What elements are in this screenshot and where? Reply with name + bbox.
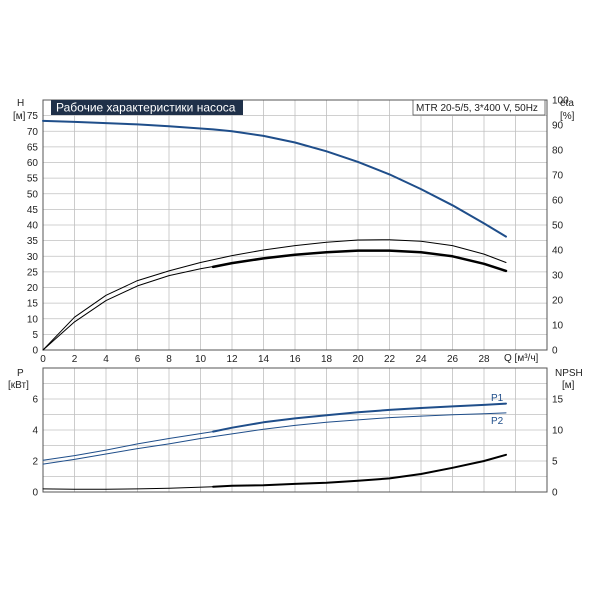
top-right-tick-label: 60 [552, 196, 564, 207]
top-left-tick-label: 15 [27, 299, 39, 310]
bottom-series-line-0 [42, 431, 214, 461]
pump-info-box [412, 99, 546, 116]
bottom-right-tick-label: 5 [552, 457, 558, 468]
top-left-tick-label: 40 [27, 221, 39, 232]
top-right-tick-label: 50 [552, 221, 564, 232]
top-panel-series [42, 119, 508, 351]
x-tick-label: 2 [72, 354, 78, 365]
top-right-tick-label: 70 [552, 171, 564, 182]
top-left-tick-label: 75 [27, 111, 39, 122]
top-left-tick-label: 30 [27, 252, 39, 263]
x-tick-label: 0 [40, 354, 46, 365]
x-tick-label: 6 [135, 354, 141, 365]
top-left-tick-label: 35 [27, 236, 39, 247]
x-tick-label: 28 [478, 354, 490, 365]
x-tick-label: 18 [321, 354, 333, 365]
bottom-left-tick-label: 2 [32, 457, 38, 468]
bottom-left-tick-label: 0 [32, 488, 38, 499]
bottom-right-tick-label: 10 [552, 426, 564, 437]
bottom-panel-ticks: 0 2 4 6 0 5 10 15 [32, 395, 563, 499]
top-right-tick-label: 90 [552, 121, 564, 132]
top-series-line-3 [211, 249, 508, 273]
top-left-axis-label: H [17, 98, 24, 109]
top-left-tick-label: 45 [27, 205, 39, 216]
top-left-axis-unit: [м] [13, 111, 26, 122]
x-tick-label: 24 [415, 354, 427, 365]
top-left-tick-label: 25 [27, 267, 39, 278]
x-tick-label: 12 [226, 354, 238, 365]
bottom-series-line-3 [42, 486, 214, 490]
bottom-right-tick-label: 0 [552, 488, 558, 499]
bottom-right-axis-label: NPSH [555, 368, 583, 379]
top-left-tick-label: 20 [27, 283, 39, 294]
bottom-left-tick-label: 4 [32, 426, 38, 437]
top-panel-grid [43, 99, 547, 350]
top-right-axis-label: eta [560, 98, 574, 109]
top-left-tick-label: 10 [27, 314, 39, 325]
top-series-line-0 [42, 119, 507, 238]
x-tick-label: 16 [289, 354, 301, 365]
bottom-panel-frame [42, 367, 548, 493]
top-right-tick-label: 10 [552, 321, 564, 332]
top-left-tick-label: 5 [32, 330, 38, 341]
top-left-tick-label: 50 [27, 189, 39, 200]
top-right-tick-label: 30 [552, 271, 564, 282]
top-left-tick-label: 0 [32, 346, 38, 357]
top-right-tick-label: 20 [552, 296, 564, 307]
bottom-right-axis-unit: [м] [562, 380, 575, 391]
top-left-tick-label: 70 [27, 127, 39, 138]
top-left-tick-label: 55 [27, 174, 39, 185]
x-axis-label: Q [м³/ч] [504, 353, 539, 364]
x-tick-label: 22 [384, 354, 396, 365]
top-series-line-2 [42, 250, 507, 351]
bottom-left-axis-label: P [17, 368, 24, 379]
chart-title-box [51, 100, 243, 115]
x-tick-label: 14 [258, 354, 270, 365]
top-left-tick-label: 60 [27, 158, 39, 169]
top-right-axis-unit: [%] [560, 111, 575, 122]
series-label-p2: P2 [491, 416, 504, 427]
top-right-tick-label: 80 [552, 146, 564, 157]
top-right-tick-label: 0 [552, 346, 558, 357]
bottom-series-line-1 [212, 402, 507, 433]
x-tick-label: 20 [352, 354, 364, 365]
series-label-p1: P1 [491, 393, 504, 404]
x-tick-label: 4 [103, 354, 109, 365]
x-tick-label: 8 [166, 354, 172, 365]
chart-title: Рабочие характеристики насоса [56, 101, 236, 115]
x-tick-label: 10 [195, 354, 207, 365]
bottom-right-tick-label: 15 [552, 395, 564, 406]
top-left-tick-label: 65 [27, 142, 39, 153]
x-tick-label: 26 [447, 354, 459, 365]
pump-info: MTR 20-5/5, 3*400 V, 50Hz [416, 103, 538, 114]
bottom-left-tick-label: 6 [32, 395, 38, 406]
top-right-tick-label: 100 [552, 96, 569, 107]
bottom-left-axis-unit: [кВт] [8, 380, 29, 391]
bottom-panel-series [42, 402, 507, 490]
top-series-line-1 [42, 239, 507, 351]
top-right-tick-label: 40 [552, 246, 564, 257]
top-panel-frame [42, 99, 548, 351]
top-panel-ticks: 0510152025303540455055606570750102030405… [27, 96, 569, 366]
bottom-series-line-2 [42, 412, 507, 465]
bottom-series-line-4 [212, 453, 507, 488]
bottom-panel-grid [43, 367, 547, 492]
